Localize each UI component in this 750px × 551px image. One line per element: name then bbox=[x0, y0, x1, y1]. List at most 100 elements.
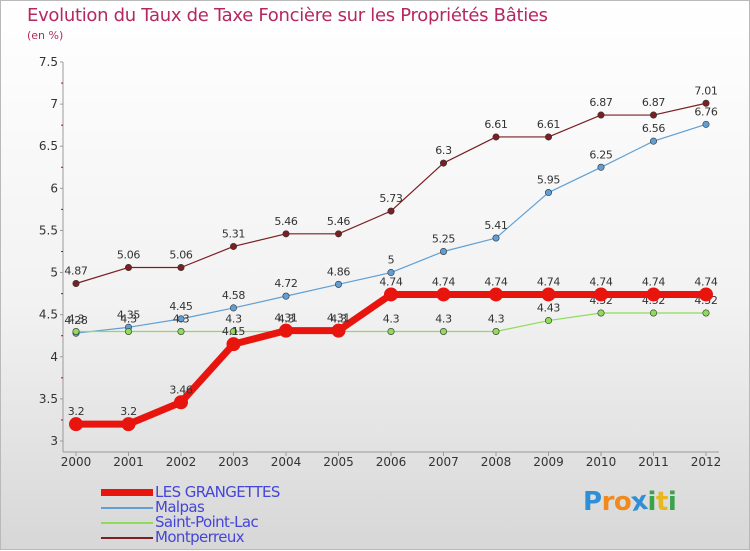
data-label-saint-point-lac: 4.43 bbox=[537, 302, 561, 315]
point-les-grangettes bbox=[699, 287, 713, 302]
point-montperreux bbox=[439, 159, 447, 167]
point-les-grangettes bbox=[69, 417, 83, 432]
data-label-les-grangettes: 3.2 bbox=[68, 405, 85, 418]
point-montperreux bbox=[387, 207, 395, 215]
data-label-les-grangettes: 4.74 bbox=[642, 275, 666, 288]
x-tick-label: 2012 bbox=[691, 455, 722, 469]
data-label-montperreux: 5.73 bbox=[379, 192, 403, 205]
data-label-montperreux: 7.01 bbox=[694, 84, 717, 97]
point-montperreux bbox=[702, 99, 710, 107]
data-label-les-grangettes: 4.74 bbox=[484, 275, 508, 288]
point-saint-point-lac bbox=[125, 328, 133, 336]
point-malpas bbox=[439, 248, 447, 256]
data-label-montperreux: 6.87 bbox=[642, 96, 666, 109]
point-les-grangettes bbox=[436, 287, 451, 302]
point-saint-point-lac bbox=[439, 328, 447, 336]
legend-item-malpas: Malpas bbox=[101, 500, 280, 515]
y-tick-label: 3 bbox=[50, 434, 58, 448]
x-tick-label: 2003 bbox=[218, 455, 249, 469]
point-saint-point-lac bbox=[544, 317, 552, 325]
point-saint-point-lac bbox=[387, 328, 395, 336]
point-saint-point-lac bbox=[702, 309, 710, 317]
point-saint-point-lac bbox=[649, 309, 657, 317]
point-malpas bbox=[649, 137, 657, 145]
data-label-malpas: 4.35 bbox=[117, 308, 141, 321]
data-label-saint-point-lac: 4.3 bbox=[488, 313, 505, 326]
point-saint-point-lac bbox=[177, 328, 185, 336]
x-tick-label: 2007 bbox=[428, 455, 459, 469]
data-label-les-grangettes: 4.31 bbox=[274, 312, 297, 325]
data-label-malpas: 5 bbox=[388, 254, 395, 267]
x-tick-label: 2011 bbox=[638, 455, 669, 469]
data-label-malpas: 6.56 bbox=[642, 122, 666, 135]
point-les-grangettes bbox=[174, 395, 188, 410]
data-label-montperreux: 4.87 bbox=[64, 265, 88, 278]
y-tick-label: 7 bbox=[50, 97, 58, 111]
proxiti-logo: Proxiti bbox=[583, 486, 677, 518]
data-label-saint-point-lac: 4.3 bbox=[68, 313, 85, 326]
point-montperreux bbox=[597, 111, 605, 119]
y-tick-label: 7.5 bbox=[39, 55, 58, 69]
data-label-saint-point-lac: 4.3 bbox=[383, 313, 400, 326]
data-label-saint-point-lac: 4.3 bbox=[330, 313, 347, 326]
point-montperreux bbox=[125, 264, 133, 272]
data-label-malpas: 5.95 bbox=[537, 174, 561, 187]
data-label-malpas: 5.25 bbox=[432, 233, 456, 246]
legend-item-montperreux: Montperreux bbox=[101, 530, 280, 545]
point-malpas bbox=[334, 280, 342, 288]
data-label-les-grangettes: 4.74 bbox=[432, 275, 456, 288]
legend-label-les-grangettes: LES GRANGETTES bbox=[155, 483, 280, 501]
x-tick-label: 2004 bbox=[271, 455, 302, 469]
data-label-les-grangettes: 4.74 bbox=[589, 275, 613, 288]
point-les-grangettes bbox=[331, 323, 346, 338]
logo-letter: P bbox=[583, 487, 602, 517]
data-label-malpas: 4.45 bbox=[169, 300, 193, 313]
data-label-montperreux: 5.46 bbox=[274, 215, 298, 228]
logo-letter: o bbox=[613, 487, 632, 517]
legend-swatch-malpas bbox=[101, 506, 153, 509]
legend-label-malpas: Malpas bbox=[155, 498, 205, 516]
legend-item-les-grangettes: LES GRANGETTES bbox=[101, 485, 280, 500]
x-tick-label: 2008 bbox=[481, 455, 512, 469]
data-label-les-grangettes: 4.74 bbox=[379, 275, 403, 288]
data-label-malpas: 4.58 bbox=[222, 289, 246, 302]
y-tick-label: 5 bbox=[50, 266, 58, 280]
x-tick-label: 2006 bbox=[376, 455, 407, 469]
chart-title: Evolution du Taux de Taxe Foncière sur l… bbox=[27, 5, 548, 26]
point-malpas bbox=[544, 189, 552, 197]
x-tick-label: 2002 bbox=[166, 455, 197, 469]
point-montperreux bbox=[334, 230, 342, 238]
data-label-malpas: 4.28 bbox=[64, 314, 88, 327]
data-label-malpas: 6.25 bbox=[589, 148, 613, 161]
point-les-grangettes bbox=[384, 287, 398, 302]
data-label-montperreux: 6.61 bbox=[484, 118, 507, 131]
data-label-saint-point-lac: 4.3 bbox=[435, 313, 452, 326]
data-label-montperreux: 6.87 bbox=[589, 96, 613, 109]
point-les-grangettes bbox=[279, 323, 293, 338]
data-label-malpas: 6.76 bbox=[694, 105, 718, 118]
data-label-les-grangettes: 4.15 bbox=[222, 325, 246, 338]
logo-letter: r bbox=[601, 487, 615, 517]
data-label-saint-point-lac: 4.3 bbox=[278, 313, 295, 326]
point-montperreux bbox=[177, 264, 185, 272]
x-tick-label: 2009 bbox=[533, 455, 564, 469]
point-les-grangettes bbox=[594, 287, 608, 302]
x-tick-label: 2001 bbox=[113, 455, 144, 469]
point-montperreux bbox=[282, 230, 290, 238]
legend-item-saint-point-lac: Saint-Point-Lac bbox=[101, 515, 280, 530]
point-malpas bbox=[492, 234, 500, 242]
point-saint-point-lac bbox=[72, 328, 80, 336]
legend-label-montperreux: Montperreux bbox=[155, 528, 245, 546]
data-label-les-grangettes: 4.74 bbox=[537, 275, 561, 288]
legend-label-saint-point-lac: Saint-Point-Lac bbox=[155, 513, 259, 531]
point-montperreux bbox=[230, 242, 238, 250]
data-label-malpas: 5.41 bbox=[484, 219, 507, 232]
point-montperreux bbox=[492, 133, 500, 141]
data-label-malpas: 4.86 bbox=[327, 265, 351, 278]
data-label-montperreux: 6.61 bbox=[537, 118, 560, 131]
legend-swatch-montperreux bbox=[101, 536, 153, 539]
data-label-montperreux: 6.3 bbox=[435, 144, 452, 157]
point-les-grangettes bbox=[226, 337, 241, 352]
point-malpas bbox=[387, 269, 395, 277]
